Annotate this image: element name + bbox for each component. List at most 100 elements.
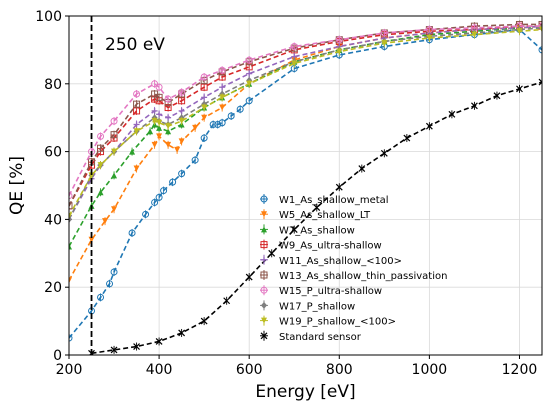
y-tick-label: 0: [53, 348, 62, 364]
data-point: [448, 110, 456, 118]
y-tick-label: 20: [44, 280, 62, 296]
data-point: [97, 132, 105, 140]
data-point: [155, 338, 163, 345]
legend-marker: [260, 195, 268, 203]
data-point: [245, 273, 253, 281]
data-point: [178, 118, 185, 125]
legend-label: W11_As_shallow_<100>: [279, 256, 402, 267]
data-point: [539, 26, 542, 33]
data-point: [380, 29, 388, 37]
data-point: [110, 268, 118, 276]
legend-entry: W7_As_shallow: [260, 224, 355, 236]
x-tick-label: 1000: [412, 362, 448, 378]
legend-label: W7_As_shallow: [279, 225, 355, 236]
series-fit-line: [69, 25, 542, 220]
data-point: [336, 48, 343, 55]
legend-marker: [260, 286, 268, 294]
plot-area: [69, 20, 542, 355]
data-point: [97, 162, 104, 169]
data-point: [151, 198, 159, 206]
data-point: [538, 46, 542, 54]
data-point: [214, 120, 222, 128]
legend-entry: W1_As_shallow_metal: [260, 194, 389, 206]
data-point: [128, 229, 136, 237]
y-tick-label: 60: [44, 145, 62, 161]
data-point: [110, 346, 118, 354]
legend-label: W17_P_shallow: [279, 301, 355, 312]
y-tick-label: 80: [44, 77, 62, 93]
data-point: [426, 35, 433, 42]
data-point: [133, 343, 140, 350]
series-group: [69, 25, 542, 221]
legend-marker: [260, 332, 268, 340]
data-point: [218, 66, 226, 74]
data-point: [133, 128, 140, 135]
data-point: [165, 114, 172, 121]
data-point: [142, 210, 150, 218]
data-point: [219, 104, 226, 111]
data-point: [160, 187, 168, 195]
legend-label: W13_As_shallow_thin_passivation: [279, 271, 447, 282]
data-point: [493, 92, 501, 100]
legend-label: W19_P_shallow_<100>: [279, 317, 396, 328]
series-fit-line: [91, 81, 542, 355]
data-point: [246, 70, 253, 77]
data-point: [69, 243, 72, 250]
data-point: [133, 165, 140, 172]
legend-marker: [261, 256, 267, 263]
data-point: [69, 215, 72, 223]
legend-marker: [260, 271, 268, 279]
data-point: [291, 60, 298, 67]
data-point: [200, 73, 208, 81]
data-point: [97, 189, 104, 196]
data-point: [133, 90, 141, 98]
series-group: [88, 78, 542, 355]
data-point: [106, 280, 114, 288]
data-point: [111, 172, 118, 179]
data-point: [102, 218, 109, 225]
data-point: [201, 94, 208, 101]
data-point: [245, 56, 253, 64]
data-point: [380, 149, 388, 157]
data-point: [169, 178, 177, 186]
data-point: [191, 156, 199, 164]
data-point: [156, 119, 163, 126]
data-point: [165, 128, 172, 135]
data-point: [219, 94, 226, 101]
x-tick-label: 600: [236, 362, 263, 378]
x-tick-label: 400: [146, 362, 173, 378]
legend-entry: W17_P_shallow: [260, 300, 355, 312]
data-point: [425, 122, 433, 130]
data-point: [471, 31, 478, 38]
data-point: [111, 148, 118, 155]
data-point: [471, 102, 478, 110]
data-point: [200, 317, 208, 325]
x-axis-label: Energy [eV]: [255, 382, 355, 402]
data-point: [156, 133, 163, 140]
data-point: [110, 117, 118, 125]
data-point: [110, 131, 118, 139]
data-point: [227, 112, 235, 120]
data-point: [178, 138, 185, 145]
data-point: [335, 36, 343, 44]
legend-entry: W5_As_shallow_LT: [260, 209, 371, 221]
data-point: [129, 148, 136, 155]
data-point: [156, 124, 163, 131]
legend-label: W15_P_ultra-shallow: [279, 286, 382, 297]
axis-ticks: 200 400 600 800 1000 1200 0 20 40 60 80 100: [35, 9, 537, 378]
data-point: [133, 121, 140, 128]
series-fit-line: [69, 25, 542, 247]
legend-marker: [261, 301, 267, 309]
data-point: [111, 206, 118, 213]
data-point: [516, 28, 523, 35]
data-point: [69, 334, 73, 342]
legend-marker: [261, 317, 267, 324]
data-point: [155, 93, 163, 101]
data-point: [88, 236, 95, 243]
data-point: [165, 141, 172, 148]
data-point: [335, 183, 343, 191]
legend-entry: W19_P_shallow_<100>: [260, 315, 396, 328]
data-point: [178, 170, 186, 178]
data-point: [69, 192, 73, 200]
